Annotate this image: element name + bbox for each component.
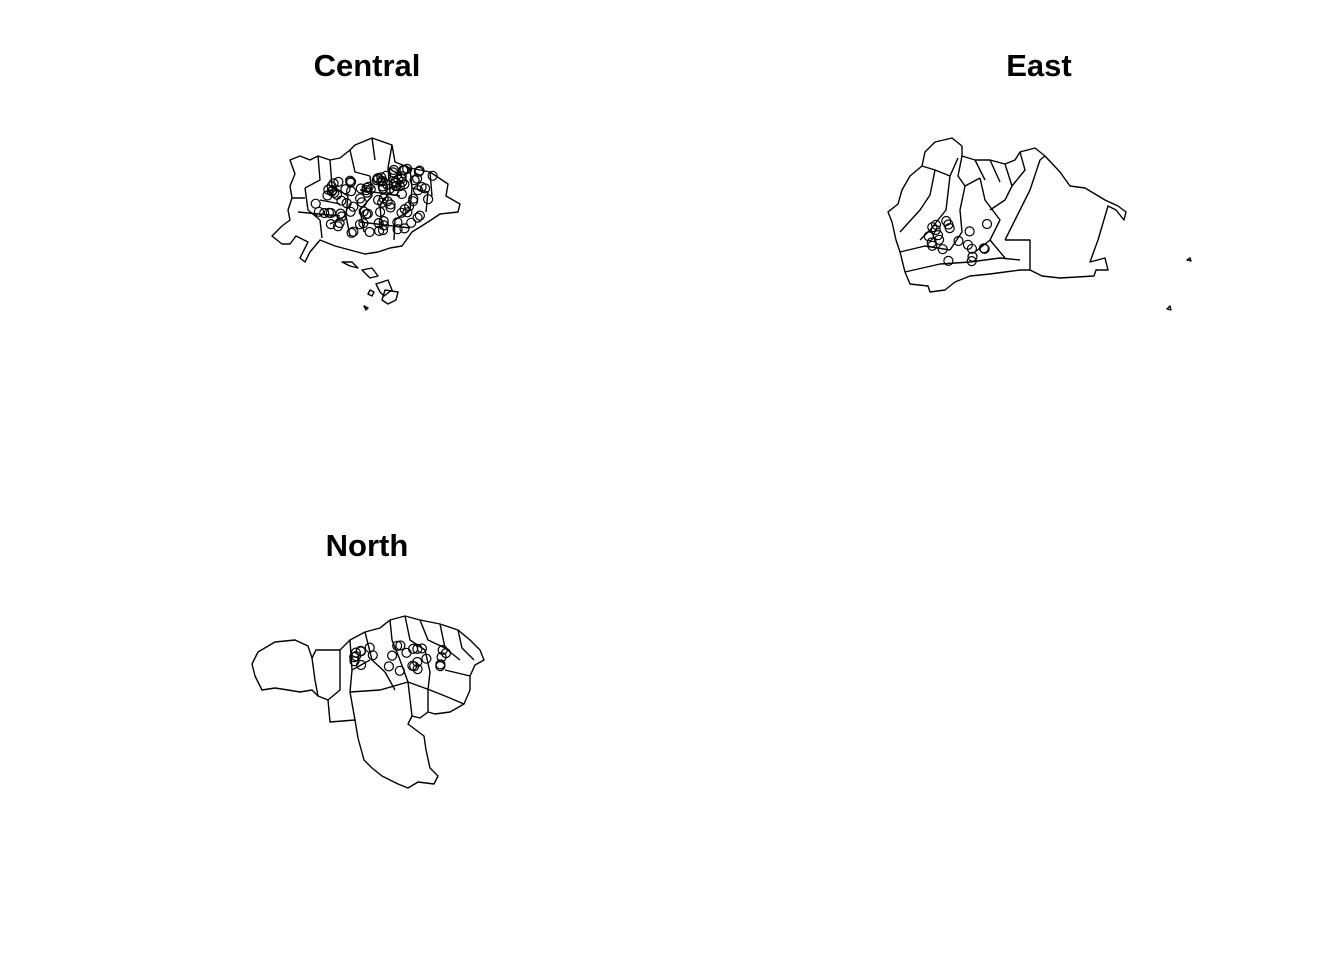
point-marker xyxy=(349,652,360,663)
point-marker xyxy=(406,217,417,228)
point-marker xyxy=(362,208,373,219)
point-marker xyxy=(943,255,954,266)
point-marker xyxy=(413,185,424,196)
point-marker xyxy=(387,650,398,661)
point-marker xyxy=(412,663,423,675)
point-marker xyxy=(319,207,330,219)
point-marker xyxy=(391,180,402,191)
point-marker xyxy=(396,207,407,218)
point-marker xyxy=(402,207,413,218)
point-marker xyxy=(395,640,406,651)
point-marker xyxy=(409,175,420,186)
point-marker xyxy=(383,661,394,672)
point-marker xyxy=(355,183,366,194)
point-marker xyxy=(377,225,389,236)
east-outline xyxy=(887,137,1127,293)
point-marker xyxy=(937,244,948,255)
point-marker xyxy=(371,175,382,186)
point-marker xyxy=(404,201,415,212)
point-marker xyxy=(435,659,446,670)
point-marker xyxy=(375,206,386,218)
point-marker xyxy=(355,646,366,657)
point-marker xyxy=(427,170,438,181)
point-marker xyxy=(392,224,403,235)
point-marker xyxy=(348,226,359,237)
point-marker xyxy=(345,206,356,217)
central-map xyxy=(271,137,461,311)
point-marker xyxy=(440,647,452,659)
point-marker xyxy=(927,240,938,251)
point-marker xyxy=(361,182,372,193)
point-marker xyxy=(399,164,410,176)
point-marker xyxy=(378,220,389,231)
point-marker xyxy=(981,218,993,230)
point-marker xyxy=(941,215,952,227)
point-marker xyxy=(423,194,434,205)
point-marker xyxy=(355,193,366,204)
point-marker xyxy=(381,170,392,181)
point-marker xyxy=(377,181,388,192)
point-marker xyxy=(336,195,347,206)
point-marker xyxy=(384,183,395,194)
north-outline xyxy=(251,615,485,789)
point-marker xyxy=(341,198,352,209)
point-marker xyxy=(382,196,393,207)
point-marker xyxy=(336,211,347,222)
point-marker xyxy=(413,166,424,177)
point-marker xyxy=(412,643,423,655)
point-marker xyxy=(340,184,351,195)
point-marker xyxy=(393,174,404,185)
point-marker xyxy=(358,218,369,229)
east-map xyxy=(887,137,1192,311)
point-marker xyxy=(313,206,324,217)
point-marker xyxy=(966,256,977,267)
point-marker xyxy=(964,226,975,237)
point-marker xyxy=(412,212,423,223)
point-marker xyxy=(927,222,938,233)
point-marker xyxy=(385,199,396,210)
point-marker xyxy=(967,251,978,262)
point-marker xyxy=(377,176,388,187)
point-marker xyxy=(325,219,336,230)
point-marker xyxy=(345,175,356,186)
point-marker xyxy=(396,171,407,182)
point-marker xyxy=(421,653,432,664)
point-marker xyxy=(401,647,412,658)
panel-title-east: East xyxy=(1006,48,1072,83)
point-marker xyxy=(364,226,375,238)
panel-title-north: North xyxy=(325,528,409,563)
point-marker xyxy=(328,178,339,189)
point-marker xyxy=(394,665,405,676)
point-marker xyxy=(437,644,448,656)
point-marker xyxy=(979,243,990,254)
central-outline xyxy=(271,137,461,263)
point-marker xyxy=(966,243,978,254)
point-marker xyxy=(953,235,964,247)
point-marker xyxy=(385,202,396,213)
point-marker xyxy=(322,190,333,201)
point-marker xyxy=(933,234,945,245)
point-marker xyxy=(416,181,427,193)
point-marker xyxy=(416,643,427,654)
point-marker xyxy=(392,640,403,651)
point-marker xyxy=(932,230,944,241)
point-marker xyxy=(346,227,357,238)
north-map xyxy=(251,615,485,789)
point-marker xyxy=(364,642,375,653)
point-marker xyxy=(930,224,941,236)
point-marker xyxy=(399,223,410,234)
point-marker xyxy=(346,186,357,197)
point-marker xyxy=(926,237,937,248)
point-marker xyxy=(325,207,336,219)
point-marker xyxy=(350,647,361,658)
panel-title-central: Central xyxy=(313,48,421,83)
point-marker xyxy=(392,217,403,228)
point-marker xyxy=(412,173,423,184)
point-marker xyxy=(396,188,407,200)
point-marker xyxy=(387,167,399,178)
point-marker xyxy=(414,210,425,221)
point-marker xyxy=(409,661,420,672)
point-marker xyxy=(323,184,334,195)
